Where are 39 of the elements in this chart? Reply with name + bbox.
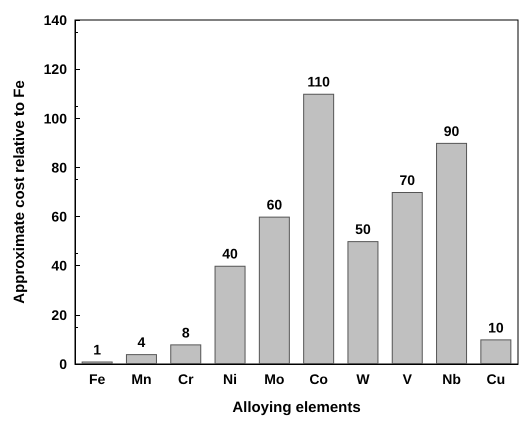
y-tick-label: 60: [51, 208, 68, 225]
x-tick-label: Cu: [486, 371, 506, 387]
data-label: 90: [444, 122, 460, 139]
x-tick-label: V: [402, 371, 413, 387]
bar: [480, 339, 512, 364]
y-tick-label: 20: [51, 306, 68, 323]
x-axis-title: Alloying elements: [232, 399, 361, 416]
bar: [170, 344, 202, 364]
x-tick-label: Mo: [264, 371, 284, 387]
x-tick-label: Mn: [131, 371, 152, 387]
data-label: 110: [307, 74, 330, 90]
y-axis-title: Approximate cost relative to Fe: [11, 80, 28, 304]
y-tick-label: 100: [44, 110, 68, 126]
x-tick-label: Co: [309, 371, 328, 387]
data-label: 50: [355, 221, 371, 238]
data-label: 4: [138, 334, 146, 350]
data-label: 8: [182, 324, 190, 340]
x-tick-label: Nb: [442, 371, 461, 387]
y-tick-label: 120: [44, 61, 68, 78]
data-label: 40: [222, 246, 238, 262]
bar: [392, 192, 423, 364]
bar: [214, 266, 246, 364]
y-tick-label: 140: [44, 12, 68, 28]
x-tick-label: Fe: [88, 371, 106, 387]
x-tick-label: W: [356, 371, 370, 387]
data-label: 70: [399, 172, 416, 188]
y-tick-label: 40: [51, 258, 68, 274]
bar: [436, 142, 468, 364]
data-label: 10: [488, 319, 504, 336]
y-tick-label: 0: [59, 356, 68, 372]
bar: [347, 241, 378, 364]
bar: [258, 216, 290, 364]
x-tick-label: Cr: [178, 371, 194, 387]
bar: [303, 94, 334, 364]
y-tick-label: 80: [51, 159, 68, 176]
bar: [126, 354, 157, 364]
data-label: 1: [93, 342, 102, 358]
data-label: 60: [266, 196, 282, 213]
x-tick-label: Ni: [223, 371, 238, 387]
